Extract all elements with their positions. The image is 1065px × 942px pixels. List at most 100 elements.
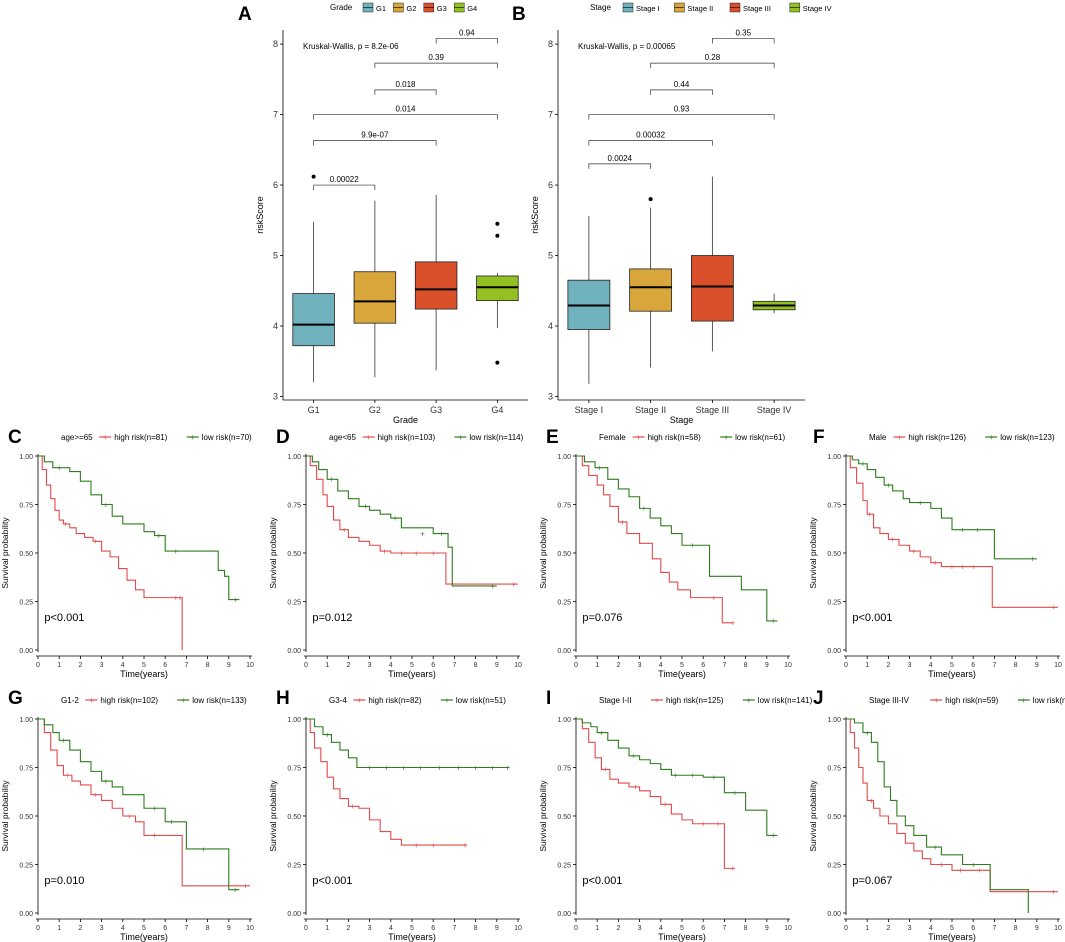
y-tick-label: 0.75 (827, 503, 841, 510)
series-low-risk: + + + + + + (306, 455, 497, 591)
p-value-label: 0.0024 (608, 154, 633, 163)
x-tick-label: 4 (929, 925, 933, 932)
outlier-point (495, 360, 500, 365)
legend-label: G2 (406, 4, 416, 13)
series-low-risk: + + + + + + (846, 455, 1037, 564)
bracket-line (650, 89, 713, 95)
x-tick-label: 0 (36, 925, 40, 932)
censor-mark: + (731, 619, 736, 628)
x-tick-label: 3 (368, 925, 372, 932)
box-g3 (414, 194, 458, 371)
y-tick-label: 0.25 (287, 600, 301, 607)
bracket-line (588, 140, 713, 146)
censor-mark: + (439, 529, 444, 538)
comparison-bracket: 0.93 (588, 105, 775, 120)
y-tick-label: 0.00 (287, 911, 301, 918)
bracket-line (588, 163, 651, 169)
censor-mark: + (869, 796, 874, 805)
x-axis-title: Time(years) (120, 669, 168, 679)
x-tick-label: 7 (992, 925, 996, 932)
x-tick-label: 6 (163, 662, 167, 669)
series-high-risk: ++++ (306, 718, 468, 850)
censor-mark: + (329, 475, 334, 484)
legend-label: low risk(n=61) (735, 433, 785, 442)
x-tick-label: 9 (227, 662, 231, 669)
x-tick-label: 8 (744, 662, 748, 669)
censor-mark: + (382, 547, 387, 556)
panel-letter: B (512, 4, 526, 25)
survival-curve (576, 455, 778, 622)
x-tick-label: 1 (57, 662, 61, 669)
x-tick-label: 8 (206, 925, 210, 932)
comparison-bracket: 9.9e-07 (313, 131, 437, 146)
censor-mark: + (886, 481, 891, 490)
x-tick-label: 8 (474, 662, 478, 669)
x-tick-label: 5 (680, 925, 684, 932)
censor-mark: + (505, 763, 510, 772)
box-body (690, 255, 734, 322)
panel-letter: A (238, 4, 252, 25)
censor-mark: + (233, 595, 238, 604)
censor-mark: + (631, 752, 636, 761)
x-tick-label: 2 (78, 662, 82, 669)
panel-a: A Grade G1 G2 G3 G4 3 4 5 6 7 8 G1 G2 G3 G4 Grade riskSco… (238, 2, 528, 425)
censor-mark: + (463, 841, 468, 850)
x-tick-label: 9 (1035, 925, 1039, 932)
legend-label: high risk(n=82) (368, 696, 421, 705)
x-axis-title: Grade (393, 415, 418, 425)
series-high-risk: +++++ (846, 718, 1058, 896)
panel-letter: C (8, 427, 22, 448)
x-tick-label: 5 (142, 925, 146, 932)
censor-mark: + (701, 820, 706, 829)
outlier-point (495, 221, 500, 226)
legend-title: age<65 (329, 433, 356, 442)
x-tick-label: 6 (431, 662, 435, 669)
survival-curve (846, 455, 1058, 608)
censor-mark: + (1030, 555, 1035, 564)
censor-mark: + (975, 526, 980, 535)
box-stage-iii (690, 176, 734, 352)
legend-label: high risk(n=103) (378, 433, 436, 442)
x-tick-label: 2 (346, 662, 350, 669)
legend-title: G3-4 (329, 696, 347, 705)
legend-label: low risk(n=51) (456, 696, 506, 705)
censor-mark: + (950, 562, 955, 571)
censor-mark: + (233, 886, 238, 895)
x-tick-label: 6 (971, 662, 975, 669)
legend-label: Stage III (743, 4, 771, 13)
censor-mark: + (939, 860, 944, 869)
censor-mark: + (104, 500, 109, 509)
y-tick-label: 0.25 (557, 600, 571, 607)
censor-mark: + (63, 520, 68, 529)
legend-censor-mark: + (655, 696, 660, 705)
y-tick-label: 0.75 (287, 766, 301, 773)
panel-i: I Stage I-II + high risk(n=125) + low risk(n=… (538, 688, 813, 942)
x-tick-label: 7 (452, 662, 456, 669)
x-axis-title: Stage (670, 415, 694, 425)
x-axis-title: Time(years) (388, 669, 436, 679)
x-axis-title: Time(years) (928, 669, 976, 679)
y-tick-label: 0.50 (827, 551, 841, 558)
x-tick-label: 1 (595, 662, 599, 669)
x-tick-label: 1 (865, 925, 869, 932)
x-tick-label: 5 (950, 662, 954, 669)
legend-censor-mark: + (458, 433, 463, 442)
series-high-risk: + + + + + + (306, 455, 518, 589)
censor-mark: + (603, 765, 608, 774)
bracket-line (712, 38, 775, 44)
x-tick-label: 9 (1035, 662, 1039, 669)
legend-title: Stage (590, 3, 611, 12)
legend-title: G1-2 (61, 696, 79, 705)
x-tick-label: 1 (325, 662, 329, 669)
censor-mark: + (960, 562, 965, 571)
y-tick-label: 0.00 (557, 648, 571, 655)
box-g4 (476, 221, 519, 365)
legend-label: low risk(n=133) (192, 696, 247, 705)
legend-label: high risk(n=125) (666, 696, 724, 705)
x-tick-label: 9 (765, 925, 769, 932)
series-high-risk: ++++ (38, 455, 183, 650)
panel-letter: F (813, 427, 825, 448)
bracket-line (374, 89, 437, 95)
y-tick-label: 1.00 (557, 717, 571, 724)
legend-censor-mark: + (89, 696, 94, 705)
